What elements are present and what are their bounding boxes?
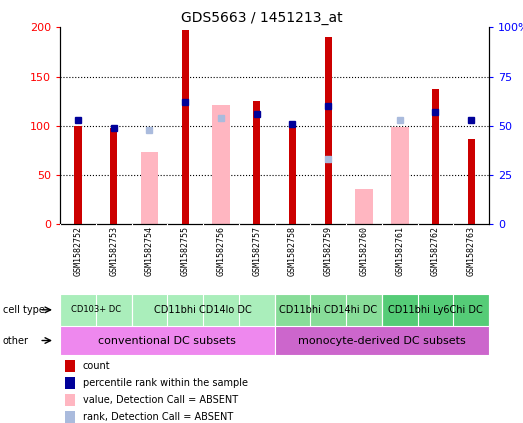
Bar xyxy=(212,105,230,224)
Text: rank, Detection Call = ABSENT: rank, Detection Call = ABSENT xyxy=(83,412,233,422)
Bar xyxy=(132,294,275,326)
Text: GSM1582753: GSM1582753 xyxy=(109,226,118,276)
Text: GSM1582762: GSM1582762 xyxy=(431,226,440,276)
Text: GSM1582759: GSM1582759 xyxy=(324,226,333,276)
Bar xyxy=(468,139,475,224)
Text: conventional DC subsets: conventional DC subsets xyxy=(98,335,236,346)
Bar xyxy=(110,128,117,224)
Text: other: other xyxy=(3,335,29,346)
Bar xyxy=(275,294,382,326)
Bar xyxy=(275,326,489,355)
Bar xyxy=(325,37,332,224)
Text: CD11bhi Ly6Chi DC: CD11bhi Ly6Chi DC xyxy=(388,305,483,315)
Text: GSM1582752: GSM1582752 xyxy=(74,226,83,276)
Text: value, Detection Call = ABSENT: value, Detection Call = ABSENT xyxy=(83,395,238,405)
Bar xyxy=(391,127,408,224)
Text: monocyte-derived DC subsets: monocyte-derived DC subsets xyxy=(298,335,465,346)
Text: CD103+ DC: CD103+ DC xyxy=(71,305,121,314)
Bar xyxy=(141,152,158,224)
Text: CD11bhi CD14hi DC: CD11bhi CD14hi DC xyxy=(279,305,377,315)
Text: GSM1582756: GSM1582756 xyxy=(217,226,225,276)
Text: CD11bhi CD14lo DC: CD11bhi CD14lo DC xyxy=(154,305,252,315)
Bar xyxy=(74,126,82,224)
Text: cell type: cell type xyxy=(3,305,44,315)
Text: GSM1582758: GSM1582758 xyxy=(288,226,297,276)
Text: GSM1582760: GSM1582760 xyxy=(359,226,368,276)
Text: GSM1582755: GSM1582755 xyxy=(181,226,190,276)
Bar xyxy=(253,101,260,224)
Bar xyxy=(181,30,189,224)
Text: GSM1582757: GSM1582757 xyxy=(252,226,261,276)
Bar xyxy=(355,189,373,224)
Text: count: count xyxy=(83,361,110,371)
Bar xyxy=(60,294,132,326)
Bar xyxy=(289,125,296,224)
Text: percentile rank within the sample: percentile rank within the sample xyxy=(83,378,247,388)
Bar xyxy=(60,326,275,355)
Text: GSM1582761: GSM1582761 xyxy=(395,226,404,276)
Text: GSM1582763: GSM1582763 xyxy=(467,226,475,276)
Bar xyxy=(432,89,439,224)
Text: GSM1582754: GSM1582754 xyxy=(145,226,154,276)
Text: GDS5663 / 1451213_at: GDS5663 / 1451213_at xyxy=(180,11,343,25)
Bar xyxy=(382,294,489,326)
